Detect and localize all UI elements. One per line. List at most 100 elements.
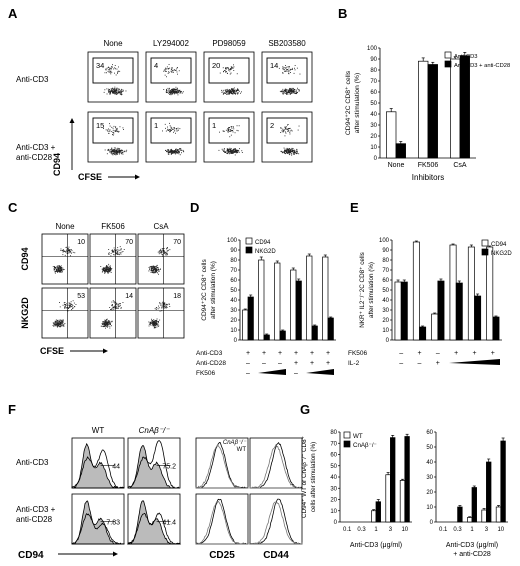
y-tick-label: 10 <box>330 509 337 515</box>
dot <box>117 72 118 74</box>
d-ramp-triangle <box>306 369 334 375</box>
dot <box>294 67 295 69</box>
dot <box>59 323 61 324</box>
bar <box>437 280 445 341</box>
dot <box>235 91 237 92</box>
dot <box>113 307 114 308</box>
dot <box>113 254 115 256</box>
dot <box>113 251 115 252</box>
dot <box>226 153 228 154</box>
dot <box>289 151 291 152</box>
y-axis-label: CD94⁺2C CD8⁺ cells <box>345 70 352 135</box>
a-facs-plot-dots <box>218 125 243 156</box>
dot <box>109 323 111 325</box>
dot <box>291 93 293 94</box>
d-cond-mark: + <box>326 360 330 367</box>
dot <box>225 92 227 94</box>
dot <box>110 73 112 75</box>
dot <box>154 326 155 328</box>
dot <box>113 88 115 90</box>
dot <box>284 126 286 128</box>
dot <box>112 87 114 89</box>
dot <box>107 149 109 151</box>
dot <box>286 147 288 149</box>
dot <box>291 147 293 149</box>
d-legend-swatch <box>245 237 253 245</box>
dot <box>64 304 65 305</box>
y-tick-label: 60 <box>230 278 237 284</box>
dot <box>233 70 235 71</box>
dot <box>175 148 177 150</box>
dot <box>62 251 64 253</box>
d-ramp-triangle <box>258 369 286 375</box>
dot <box>107 320 109 322</box>
f-histogram-line <box>127 440 180 489</box>
dot <box>176 67 178 69</box>
dot <box>166 250 168 252</box>
dot <box>155 321 157 323</box>
bar <box>279 330 286 341</box>
dot <box>113 306 115 308</box>
dot <box>116 130 117 132</box>
y-tick-label: 60 <box>330 453 337 459</box>
dot <box>229 70 231 72</box>
dot <box>56 325 58 327</box>
dot <box>281 151 283 153</box>
bar <box>295 280 302 341</box>
dot <box>282 93 284 95</box>
dot <box>119 150 121 151</box>
dot <box>285 91 287 92</box>
dot <box>111 320 113 322</box>
dot <box>282 151 284 153</box>
dot <box>281 129 283 131</box>
dot <box>167 126 168 128</box>
dot <box>237 149 239 151</box>
dot <box>110 89 112 91</box>
dot <box>162 248 164 250</box>
dot <box>229 127 231 128</box>
panel-label-C: C <box>8 200 18 215</box>
dot <box>155 272 156 274</box>
dot <box>284 149 285 151</box>
dot <box>158 273 159 275</box>
dot <box>154 321 156 323</box>
dot <box>228 129 230 130</box>
dot <box>286 93 287 95</box>
dot <box>117 251 119 252</box>
dot <box>291 89 293 91</box>
dot <box>228 151 230 153</box>
dot <box>219 131 220 133</box>
dot <box>154 267 155 269</box>
dot <box>282 72 284 73</box>
dot <box>295 90 297 92</box>
dot <box>296 93 298 94</box>
dot <box>116 304 118 306</box>
dot <box>161 307 163 309</box>
dot <box>177 150 179 152</box>
dot <box>119 151 120 153</box>
dot <box>150 266 152 268</box>
dot <box>234 89 236 91</box>
dot <box>111 88 113 90</box>
dot <box>108 252 110 254</box>
dot <box>173 92 175 93</box>
a-x-arrow-head <box>135 174 140 180</box>
dot <box>231 93 233 95</box>
dot <box>61 269 63 270</box>
dot <box>172 91 174 93</box>
f-overlay-wt <box>195 443 249 489</box>
dot <box>101 323 103 325</box>
dot <box>227 68 229 69</box>
dot <box>294 152 296 154</box>
dot <box>60 271 62 272</box>
dot <box>170 69 172 71</box>
dot <box>112 129 114 131</box>
dot <box>295 89 297 91</box>
dot <box>235 150 237 152</box>
y-tick-label: 90 <box>382 248 389 254</box>
dot <box>109 321 111 323</box>
dot <box>174 128 176 130</box>
dot <box>176 150 178 152</box>
dot <box>60 322 62 324</box>
dot <box>231 68 232 70</box>
